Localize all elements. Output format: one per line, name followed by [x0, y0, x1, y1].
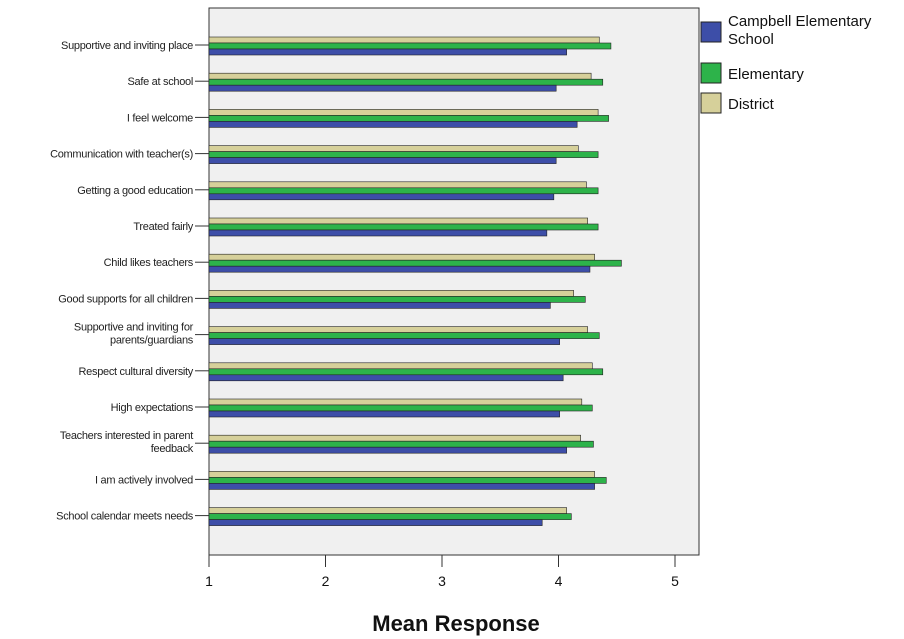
category-label-line: Respect cultural diversity	[79, 366, 194, 378]
bar	[208, 368, 604, 376]
x-tick-label: 5	[671, 573, 679, 589]
category-label-line: I feel welcome	[127, 112, 193, 124]
x-tick-label: 2	[322, 573, 330, 589]
bar	[208, 374, 564, 382]
bar	[208, 434, 581, 442]
bar	[208, 229, 548, 237]
category-label: Communication with teacher(s)	[50, 149, 193, 161]
bar	[208, 151, 599, 158]
category-label-line: Treated fairly	[133, 221, 193, 233]
category-axis: Supportive and inviting place Safe at sch…	[50, 40, 209, 523]
bar	[208, 157, 557, 164]
bar	[208, 115, 609, 122]
category-label: Respect cultural diversity	[79, 366, 194, 378]
category-label: High expectations	[111, 402, 194, 414]
bar	[208, 84, 557, 92]
bar	[208, 121, 578, 128]
category-label: Supportive and inviting for parents/guard…	[74, 322, 194, 347]
bars-layer	[208, 36, 622, 526]
category-label: School calendar meets needs	[56, 511, 194, 523]
bar	[208, 72, 592, 80]
bar	[208, 78, 604, 86]
bar	[208, 42, 612, 50]
bar	[208, 398, 583, 406]
category-label-line: Safe at school	[127, 76, 193, 88]
category-label: Child likes teachers	[104, 257, 194, 269]
bar	[208, 36, 600, 44]
bar	[208, 326, 588, 333]
legend-label-line: Elementary	[728, 66, 804, 83]
category-label-line: Good supports for all children	[58, 293, 193, 305]
bar	[208, 404, 593, 412]
bar	[208, 471, 595, 478]
x-axis: 1 2 3 4 5	[205, 555, 679, 589]
x-tick-label: 3	[438, 573, 446, 589]
legend-label-line: District	[728, 96, 775, 113]
legend-label: District	[728, 96, 775, 113]
category-label-line: parents/guardians	[110, 335, 194, 347]
legend-swatch	[700, 62, 722, 84]
x-tick-label: 1	[205, 573, 213, 589]
bar	[208, 338, 560, 345]
legend: Campbell Elementary School Elementary Distr…	[700, 13, 872, 114]
bar	[208, 259, 622, 267]
bar	[208, 296, 586, 303]
bar	[208, 187, 599, 195]
category-label: Supportive and inviting place	[61, 40, 193, 52]
bar	[208, 519, 543, 526]
category-label: Treated fairly	[133, 221, 193, 233]
legend-label: Elementary	[728, 66, 804, 83]
bar	[208, 48, 567, 56]
category-label: Good supports for all children	[58, 293, 193, 305]
bar	[208, 217, 588, 225]
bar	[208, 181, 587, 189]
bar	[208, 145, 579, 152]
category-label-line: Getting a good education	[77, 185, 193, 197]
bar	[208, 410, 560, 418]
category-label: Getting a good education	[77, 185, 193, 197]
legend-swatch	[700, 21, 722, 43]
legend-label: Campbell Elementary School	[728, 13, 872, 48]
bar	[208, 477, 607, 484]
category-label-line: Supportive and inviting place	[61, 40, 193, 52]
category-label-line: School calendar meets needs	[56, 511, 194, 523]
category-label-line: Teachers interested in parent	[60, 430, 193, 442]
category-label-line: Communication with teacher(s)	[50, 149, 193, 161]
bar	[208, 513, 572, 520]
bar	[208, 253, 595, 261]
bar	[208, 290, 574, 297]
bar	[208, 223, 599, 231]
category-label: Safe at school	[127, 76, 193, 88]
legend-swatch	[700, 92, 722, 114]
bar	[208, 483, 595, 490]
category-label-line: I am actively involved	[95, 474, 193, 486]
bar	[208, 446, 567, 454]
category-label-line: Supportive and inviting for	[74, 322, 194, 334]
category-label-line: feedback	[151, 443, 194, 455]
x-axis-title: Mean Response	[372, 611, 540, 636]
bar	[208, 193, 555, 201]
category-label-line: High expectations	[111, 402, 194, 414]
category-label-line: Child likes teachers	[104, 257, 194, 269]
category-label: I feel welcome	[127, 112, 193, 124]
bar	[208, 109, 599, 116]
x-tick-label: 4	[555, 573, 563, 589]
bar	[208, 332, 600, 339]
category-label: I am actively involved	[95, 474, 193, 486]
legend-label-line: Campbell Elementary	[728, 13, 872, 30]
bar	[208, 302, 551, 309]
bar	[208, 507, 567, 514]
bar	[208, 362, 593, 370]
category-label: Teachers interested in parent feedback	[60, 430, 194, 455]
bar	[208, 265, 591, 273]
plot-area	[208, 7, 700, 556]
legend-label-line: School	[728, 31, 774, 48]
bar	[208, 440, 594, 448]
